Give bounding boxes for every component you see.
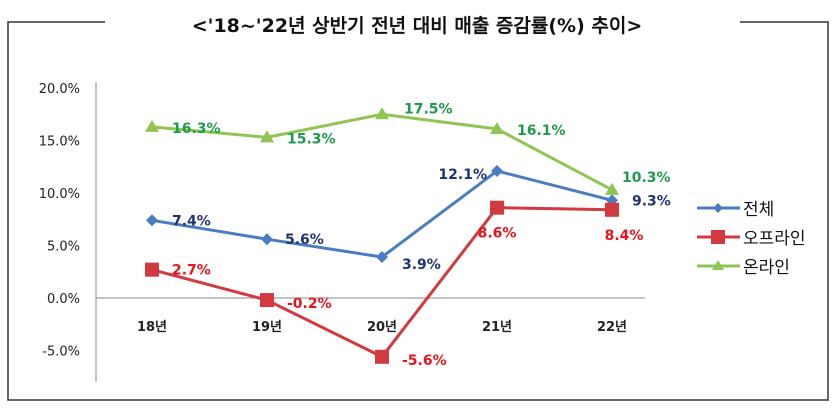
data-label: 2.7% [172,263,211,279]
x-tick-label: 21년 [482,320,512,335]
legend-label: 오프라인 [743,229,806,249]
data-label: 17.5% [404,101,453,117]
data-point-marker [260,293,274,308]
x-tick-label: 22년 [597,320,627,335]
legend-marker [713,203,723,213]
legend-marker [711,230,725,244]
data-label: 7.4% [172,213,211,229]
data-point-marker [490,121,504,134]
data-label: 5.6% [285,232,324,248]
y-tick-label: 20.0% [39,82,80,97]
data-label: 8.4% [605,228,644,244]
data-label: -5.6% [402,353,447,369]
data-label: -0.2% [287,296,332,312]
chart-frame [7,21,829,401]
data-point-marker [375,107,389,120]
data-point-marker [375,349,389,364]
data-label: 8.6% [478,226,517,242]
y-tick-label: 0.0% [47,292,80,307]
data-label: 10.3% [622,170,671,186]
x-tick-label: 20년 [367,320,397,335]
data-point-marker [261,233,273,246]
series-line-0 [151,169,613,259]
data-label: 3.9% [402,257,441,273]
data-point-marker [491,164,503,177]
legend-label: 온라인 [743,258,790,278]
data-point-marker [145,262,159,277]
x-tick-label: 19년 [252,320,282,335]
legend-label: 전체 [743,200,774,220]
data-label: 9.3% [632,193,671,209]
data-point-marker [376,251,388,264]
data-point-marker [605,182,619,195]
data-point-marker [145,119,159,132]
legend-marker [712,260,724,270]
data-label: 12.1% [438,167,487,183]
y-tick-label: 10.0% [39,187,80,202]
data-point-marker [146,214,158,227]
chart-title: <'18~'22년 상반기 전년 대비 매출 증감률(%) 추이> [192,15,643,37]
data-label: 15.3% [287,131,336,147]
y-tick-label: 15.0% [39,135,80,150]
data-label: 16.3% [172,121,221,137]
data-point-marker [260,130,274,143]
y-tick-label: -5.0% [42,345,80,360]
data-label: 16.1% [517,123,566,139]
x-tick-label: 18년 [137,320,167,335]
y-tick-label: 5.0% [47,240,80,255]
data-point-marker [605,202,619,217]
data-point-marker [490,200,504,215]
